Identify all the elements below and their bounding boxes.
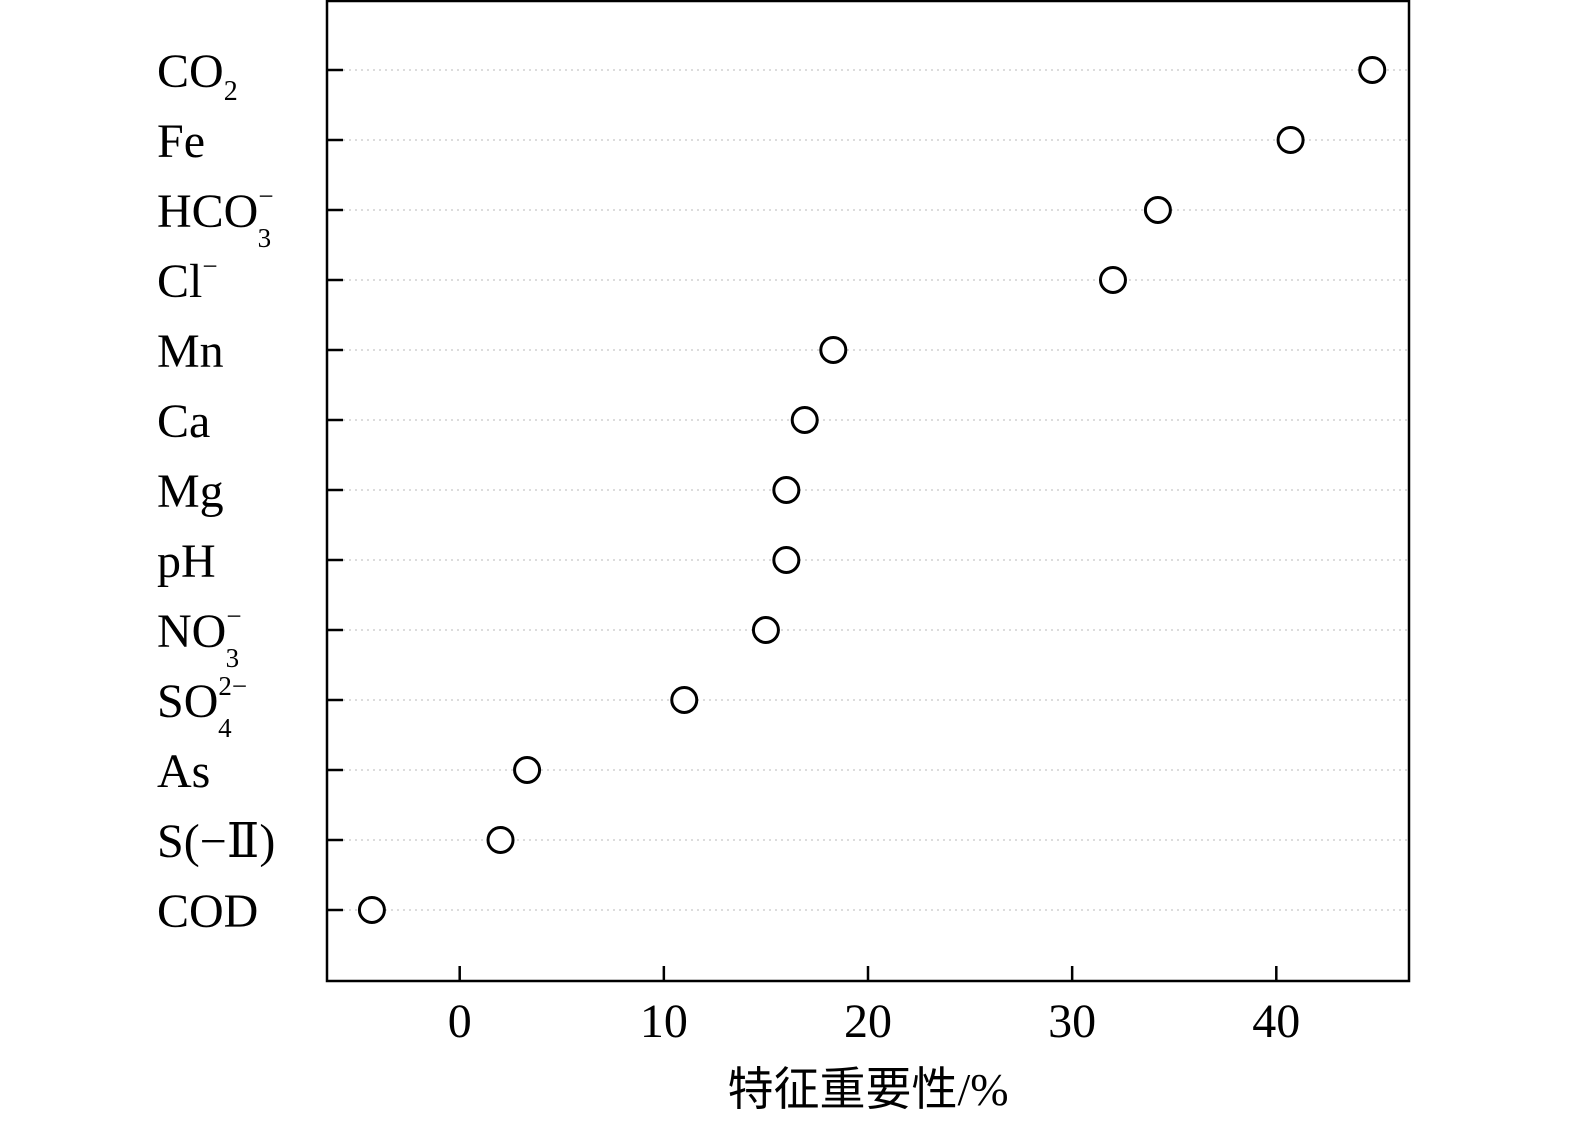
data-point (790, 406, 819, 434)
y-tick-label: Mg (157, 465, 224, 518)
y-tick-label: COD (157, 885, 258, 938)
x-tick-label: 10 (640, 995, 688, 1048)
data-point (772, 546, 801, 574)
x-tick-label: 30 (1048, 995, 1096, 1048)
x-axis-label: 特征重要性/% (727, 1064, 1008, 1115)
y-tick-label: pH (157, 535, 216, 588)
data-point (357, 896, 386, 924)
data-point (1276, 126, 1305, 154)
y-tick-label: NO− 3 (157, 601, 242, 673)
y-tick-label: SO2− 4 (157, 671, 247, 743)
data-point (1358, 56, 1387, 84)
y-tick-label: Ca (157, 395, 210, 448)
data-point (1098, 266, 1127, 294)
data-points (357, 56, 1387, 924)
y-tick-label: CO2 (157, 45, 238, 107)
data-point (670, 686, 699, 714)
y-tick-label: Fe (157, 115, 205, 168)
x-tick-label: 40 (1252, 995, 1300, 1048)
y-tick-label: HCO− 3 (157, 181, 274, 253)
data-point (819, 336, 848, 364)
data-point (486, 826, 515, 854)
data-point (513, 756, 542, 784)
y-tick-label: Cl− (157, 251, 218, 308)
data-point (772, 476, 801, 504)
x-axis: 0 10 20 30 40 (448, 966, 1300, 1048)
y-tick-label: Mn (157, 325, 224, 378)
data-point (1143, 196, 1172, 224)
y-tick-label: S(−Ⅱ) (157, 815, 275, 868)
grid-lines (343, 69, 1409, 911)
x-tick-label: 0 (448, 995, 472, 1048)
data-point (751, 616, 780, 644)
y-tick-label: As (157, 745, 210, 798)
x-tick-label: 20 (844, 995, 892, 1048)
